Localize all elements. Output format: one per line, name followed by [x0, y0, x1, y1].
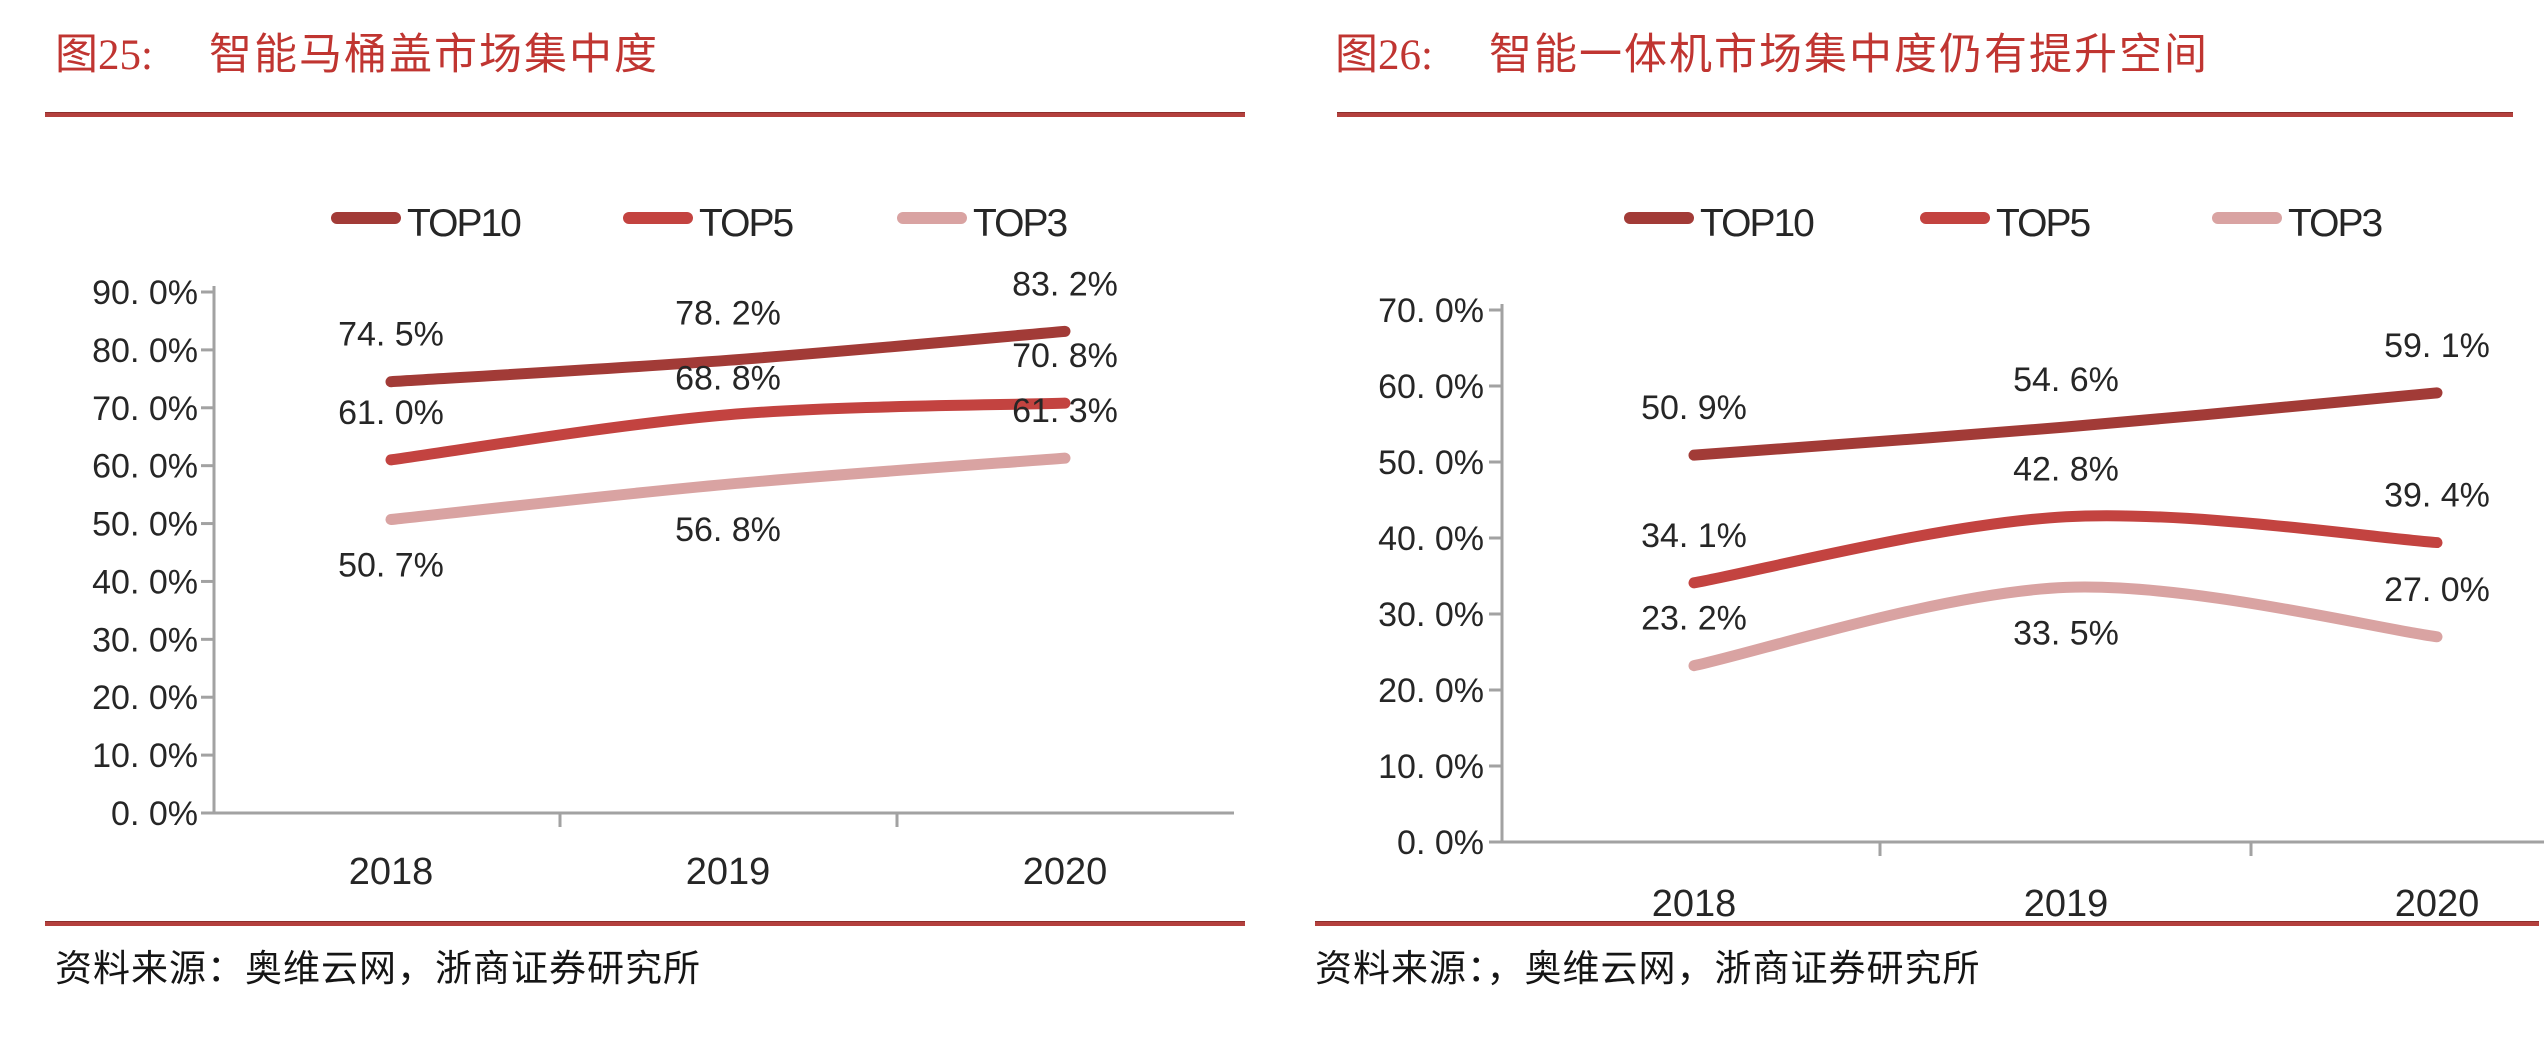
y-tick-label: 80. 0% [92, 332, 198, 370]
data-label-top10-2019: 54. 6% [2013, 361, 2119, 399]
data-label-top10-2018: 74. 5% [338, 316, 444, 354]
data-label-top10-2019: 78. 2% [675, 294, 781, 332]
y-tick-label: 60. 0% [1378, 368, 1484, 406]
figure-26: 70. 0% 60. 0% 50. 0% 40. 0% 30. 0% 20. 0% 10. … [1272, 0, 2544, 1042]
y-tick-label: 60. 0% [92, 448, 198, 486]
legend-swatch-top3 [897, 212, 967, 224]
y-tick-label: 50. 0% [92, 506, 198, 544]
data-label-top3-2020: 61. 3% [1012, 392, 1118, 430]
x-category-label: 2018 [349, 851, 434, 893]
x-category-label: 2019 [686, 851, 771, 893]
series-line-top3 [1688, 581, 2443, 672]
y-tick-label: 20. 0% [92, 679, 198, 717]
figure-26-title-rule [1337, 112, 2513, 117]
data-label-top10-2020: 83. 2% [1012, 265, 1118, 303]
y-tick-label: 30. 0% [92, 621, 198, 659]
figure-25-title-text: 智能马桶盖市场集中度 [208, 32, 659, 79]
y-tick-label: 70. 0% [92, 390, 198, 428]
data-label-top5-2020: 70. 8% [1012, 337, 1118, 375]
x-category-label: 2020 [2395, 883, 2480, 925]
figure-25-number: 图25: [55, 32, 153, 79]
legend-label-top5: TOP5 [699, 202, 793, 245]
figure-26-plot: 70. 0% 60. 0% 50. 0% 40. 0% 30. 0% 20. 0% 10. … [1378, 202, 2544, 925]
legend-label-top10: TOP10 [1700, 202, 1814, 245]
legend-label-top10: TOP10 [407, 202, 521, 245]
figure-26-bottom-rule [1315, 921, 2539, 926]
data-label-top5-2019: 68. 8% [675, 360, 781, 398]
y-tick-label: 50. 0% [1378, 444, 1484, 482]
y-tick-label: 10. 0% [1378, 748, 1484, 786]
figure-25-bottom-rule [45, 921, 1245, 926]
figure-26-title-text: 智能一体机市场集中度仍有提升空间 [1488, 32, 2209, 79]
legend-label-top5: TOP5 [1996, 202, 2090, 245]
data-label-top10-2018: 50. 9% [1641, 389, 1747, 427]
legend-swatch-top3 [2212, 212, 2282, 224]
data-label-top5-2020: 39. 4% [2384, 477, 2490, 515]
y-tick-label: 0. 0% [111, 795, 198, 833]
data-label-top3-2018: 23. 2% [1641, 600, 1747, 638]
figure-26-title: 图26: 智能一体机市场集中度仍有提升空间 [1335, 30, 2209, 82]
data-label-top3-2019: 33. 5% [2013, 614, 2119, 652]
legend-label-top3: TOP3 [973, 202, 1066, 245]
series-line-top3 [385, 452, 1071, 526]
figure-25-title: 图25: 智能马桶盖市场集中度 [55, 30, 659, 82]
y-tick-label: 20. 0% [1378, 672, 1484, 710]
series-line-top10 [385, 325, 1071, 388]
figure-25-source: 资料来源：奥维云网，浙商证券研究所 [55, 949, 701, 990]
legend-swatch-top10 [1624, 212, 1694, 224]
y-tick-label: 70. 0% [1378, 292, 1484, 330]
figure-25-plot: 90. 0% 80. 0% 70. 0% 60. 0% 50. 0% 40. 0% 30. … [92, 202, 1234, 893]
x-category-label: 2020 [1023, 851, 1108, 893]
data-label-top3-2020: 27. 0% [2384, 571, 2490, 609]
y-tick-label: 40. 0% [1378, 520, 1484, 558]
data-label-top3-2019: 56. 8% [675, 511, 781, 549]
legend-swatch-top5 [623, 212, 693, 224]
y-tick-label: 0. 0% [1397, 824, 1484, 862]
y-tick-label: 40. 0% [92, 563, 198, 601]
figure-26-source: 资料来源：，奥维云网，浙商证券研究所 [1315, 949, 1981, 990]
data-label-top5-2018: 34. 1% [1641, 517, 1747, 555]
legend-label-top3: TOP3 [2288, 202, 2381, 245]
x-category-label: 2019 [2024, 883, 2109, 925]
figure-25: 90. 0% 80. 0% 70. 0% 60. 0% 50. 0% 40. 0% 30. … [45, 30, 1245, 990]
figure-26-number: 图26: [1335, 32, 1433, 79]
series-line-top5 [385, 397, 1071, 466]
series-line-top10 [1688, 387, 2443, 461]
data-label-top3-2018: 50. 7% [338, 547, 444, 585]
figure-25-title-rule [45, 112, 1245, 117]
legend-swatch-top5 [1920, 212, 1990, 224]
y-tick-label: 30. 0% [1378, 596, 1484, 634]
data-label-top5-2019: 42. 8% [2013, 451, 2119, 489]
data-label-top5-2018: 61. 0% [338, 394, 444, 432]
legend-swatch-top10 [331, 212, 401, 224]
data-label-top10-2020: 59. 1% [2384, 327, 2490, 365]
series-line-top5 [1688, 510, 2443, 589]
x-category-label: 2018 [1652, 883, 1737, 925]
y-tick-label: 90. 0% [92, 274, 198, 312]
y-tick-label: 10. 0% [92, 737, 198, 775]
